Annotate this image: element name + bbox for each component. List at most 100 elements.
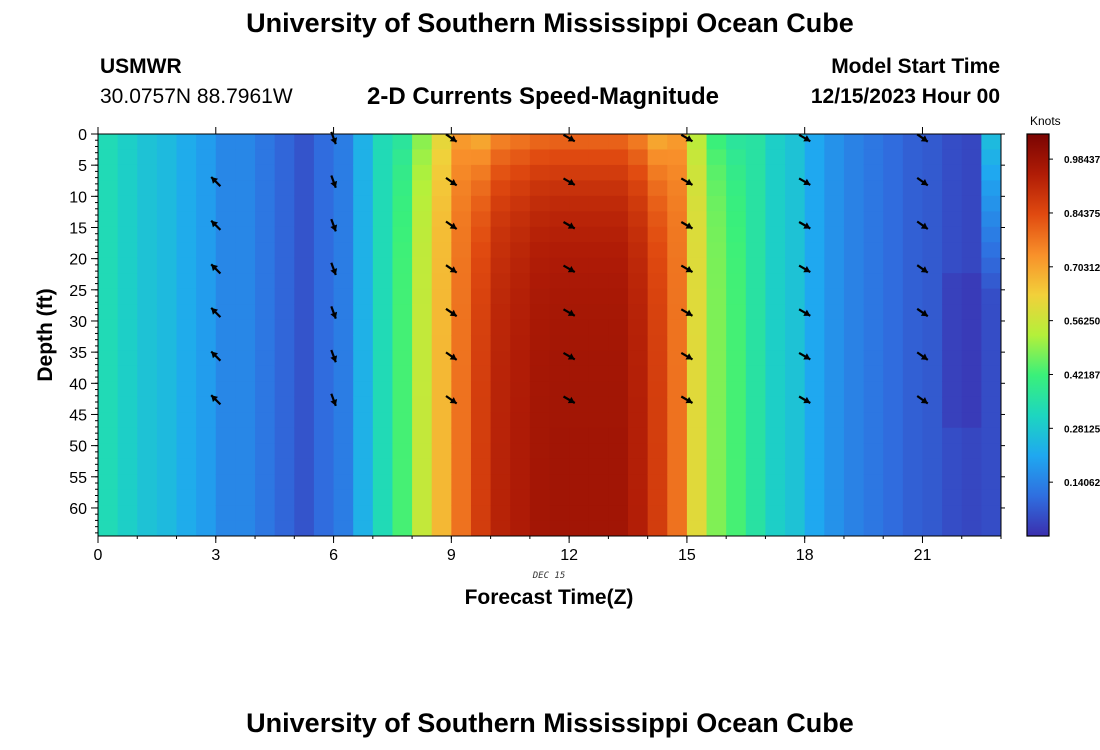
heatmap-cell <box>588 474 609 491</box>
heatmap-cell <box>549 134 570 151</box>
vector-arrow-head <box>330 224 338 232</box>
plot-title: 2-D Currents Speed-Magnitude <box>367 83 720 110</box>
heatmap-cell <box>981 149 1001 166</box>
y-tick-label: 35 <box>69 345 87 362</box>
heatmap-cell <box>255 304 276 321</box>
heatmap-cell <box>294 226 315 243</box>
station-coordinates: 30.0757N 88.7961W <box>100 85 293 108</box>
heatmap-cell <box>215 180 237 197</box>
heatmap-cell <box>470 319 492 336</box>
heatmap-cell <box>137 474 158 491</box>
heatmap-cell <box>176 226 197 243</box>
heatmap-cell <box>922 288 943 305</box>
heatmap-cell <box>686 211 708 228</box>
heatmap-cell <box>294 381 315 398</box>
heatmap-cell <box>196 226 217 243</box>
heatmap-cell <box>883 288 904 305</box>
heatmap-cell <box>843 520 865 536</box>
heatmap-cell <box>294 304 315 321</box>
heatmap-cell <box>667 474 688 491</box>
heatmap-cell <box>569 489 590 506</box>
vector-arrow-head <box>567 135 575 142</box>
heatmap-cell <box>765 365 786 382</box>
heatmap-cell <box>726 211 747 228</box>
heatmap-cell <box>470 396 492 413</box>
heatmap-cell <box>353 474 374 491</box>
heatmap-cell <box>196 134 217 151</box>
heatmap-cell <box>255 335 276 352</box>
heatmap-cell <box>490 195 511 212</box>
heatmap-cell <box>529 474 551 491</box>
heatmap-cell <box>628 242 649 259</box>
heatmap-cell <box>706 489 727 506</box>
vector-arrow-head <box>330 355 338 363</box>
heatmap-cell <box>804 396 825 413</box>
heatmap-cell <box>294 180 315 197</box>
heatmap-cell <box>843 489 865 506</box>
heatmap-cell <box>392 489 413 506</box>
heatmap-cell <box>255 505 276 522</box>
heatmap-cell <box>883 520 904 536</box>
heatmap-cell <box>313 520 335 536</box>
vector-arrow-head <box>685 396 693 404</box>
heatmap-cell <box>156 350 178 367</box>
heatmap-cell <box>902 520 924 536</box>
heatmap-cell <box>215 350 237 367</box>
heatmap-cell <box>176 412 197 429</box>
heatmap-cell <box>215 520 237 536</box>
heatmap-cell <box>529 505 551 522</box>
heatmap-cell <box>510 335 531 352</box>
heatmap-cell <box>353 520 374 536</box>
heatmap-cell <box>647 458 668 475</box>
x-tick-label: 15 <box>678 547 696 564</box>
heatmap-cell <box>255 350 276 367</box>
vector-arrow-head <box>920 309 928 317</box>
heatmap-cell <box>490 443 511 460</box>
heatmap-cell <box>569 412 590 429</box>
heatmap-cell <box>961 412 982 429</box>
vector-arrow-head <box>567 396 575 404</box>
heatmap-cell <box>922 319 943 336</box>
heatmap-cell <box>804 288 825 305</box>
heatmap-cell <box>922 335 943 352</box>
heatmap-cell <box>196 474 217 491</box>
heatmap-cell <box>883 505 904 522</box>
heatmap-cell <box>745 288 767 305</box>
heatmap-cell <box>745 505 767 522</box>
heatmap-cell <box>274 474 295 491</box>
heatmap-cell <box>176 381 197 398</box>
heatmap-cell <box>196 505 217 522</box>
heatmap-cell <box>843 195 865 212</box>
heatmap-cell <box>274 381 295 398</box>
heatmap-cell <box>726 304 747 321</box>
heatmap-cell <box>647 381 668 398</box>
heatmap-cell <box>569 335 590 352</box>
colorbar-label: Knots <box>1030 114 1061 128</box>
heatmap-cell <box>804 195 825 212</box>
x-tick-label: 9 <box>447 547 456 564</box>
heatmap-cell <box>824 443 845 460</box>
heatmap-cell <box>726 520 747 536</box>
heatmap-cell <box>608 273 629 290</box>
heatmap-cell <box>333 458 354 475</box>
heatmap-cell <box>785 149 806 166</box>
heatmap-cell <box>647 520 668 536</box>
heatmap-cell <box>470 134 492 151</box>
heatmap-cell <box>686 427 708 444</box>
heatmap-cell <box>98 458 119 475</box>
heatmap-cell <box>706 381 727 398</box>
heatmap-cell <box>353 149 374 166</box>
heatmap-cell <box>686 396 708 413</box>
heatmap-cell <box>353 427 374 444</box>
heatmap-cell <box>294 412 315 429</box>
heatmap-cell <box>117 412 138 429</box>
heatmap-cell <box>647 211 668 228</box>
heatmap-cell <box>647 350 668 367</box>
heatmap-cell <box>313 257 335 274</box>
heatmap-cell <box>785 180 806 197</box>
heatmap-cell <box>569 273 590 290</box>
heatmap-cell <box>981 396 1001 413</box>
heatmap-cell <box>647 335 668 352</box>
heatmap-cell <box>765 257 786 274</box>
